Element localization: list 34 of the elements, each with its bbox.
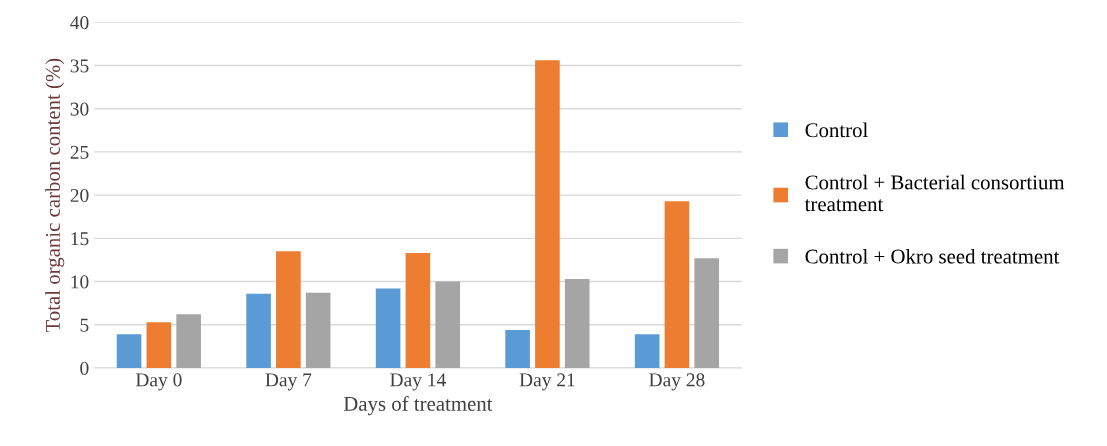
bar [176,314,201,368]
x-tick-label: Day 0 [135,373,182,391]
bar [375,288,401,368]
y-tick-label: 30 [70,102,89,116]
x-tick-label: Day 28 [649,373,705,391]
bar [564,278,590,368]
y-axis-title: Total organic carbon content (%) [45,58,65,333]
bar [505,329,530,368]
x-tick-label: Day 14 [390,373,446,391]
bar [276,251,301,368]
bar [146,322,172,368]
bar [664,201,690,368]
bar [634,334,660,368]
bar [305,292,331,368]
bar [116,334,142,368]
y-tick-label: 40 [70,16,89,30]
legend-label: Control + Okro seed treatment [805,248,1060,264]
y-tick-label: 0 [80,361,89,375]
legend-label: Control [805,122,868,138]
bar [246,293,271,368]
x-tick-label: Day 21 [519,373,575,391]
y-tick-label: 25 [70,145,89,159]
y-tick-label: 15 [71,232,89,246]
legend-label: Control + Bacterial consortium treatment [804,174,1065,212]
x-axis-title: Days of treatment [343,396,493,416]
x-tick-label: Day 7 [265,373,312,391]
bar [535,60,560,368]
y-tick-label: 35 [70,59,89,73]
bar [405,253,431,368]
y-tick-label: 20 [70,188,89,203]
bar [694,258,720,368]
y-tick-label: 10 [71,275,89,289]
y-tick-label: 5 [80,318,89,332]
bar [435,281,460,368]
